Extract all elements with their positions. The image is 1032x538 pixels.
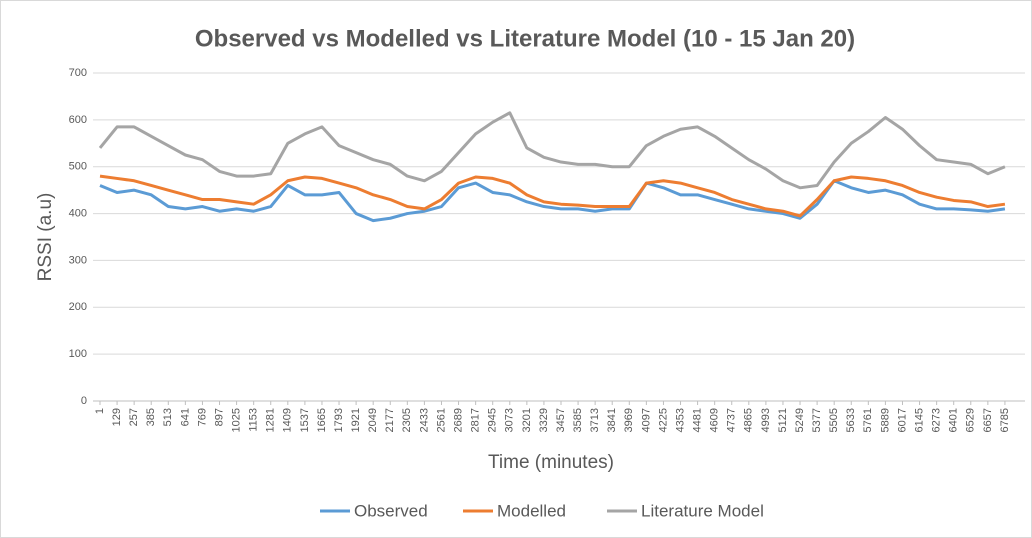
x-tick-label: 513 [162, 408, 174, 426]
x-tick-label: 4609 [709, 408, 721, 432]
x-tick-label: 6145 [913, 408, 925, 432]
x-tick-label: 5761 [862, 408, 874, 432]
x-tick-label: 6273 [931, 408, 943, 432]
x-tick-label: 4865 [743, 408, 755, 432]
x-tick-label: 5633 [845, 408, 857, 432]
x-tick-label: 6401 [948, 408, 960, 432]
x-tick-label: 5889 [879, 408, 891, 432]
y-tick-label: 500 [69, 161, 87, 173]
x-tick-label: 3073 [504, 408, 516, 432]
y-tick-label: 400 [69, 207, 87, 219]
x-tick-label: 2433 [418, 408, 430, 432]
x-tick-label: 2689 [452, 408, 464, 432]
x-tick-label: 769 [196, 408, 208, 426]
x-tick-label: 2561 [435, 408, 447, 432]
x-tick-label: 4353 [674, 408, 686, 432]
x-tick-label: 4481 [691, 408, 703, 432]
x-axis-label: Time (minutes) [488, 452, 614, 473]
x-tick-label: 1921 [350, 408, 362, 432]
series-line [99, 179, 1006, 223]
x-tick-label: 129 [111, 408, 123, 426]
x-tick-label: 3457 [555, 408, 567, 432]
x-tick-label: 897 [213, 408, 225, 426]
y-tick-label: 700 [69, 67, 87, 79]
x-tick-label: 385 [145, 408, 157, 426]
x-tick-label: 3201 [521, 408, 533, 432]
x-tick-label: 1409 [282, 408, 294, 432]
x-tick-label: 257 [128, 408, 140, 426]
x-tick-label: 6785 [999, 408, 1011, 432]
x-tick-label: 1153 [248, 408, 260, 432]
x-tick-label: 3969 [623, 408, 635, 432]
legend-label: Observed [354, 501, 428, 520]
chart-title: Observed vs Modelled vs Literature Model… [195, 25, 855, 52]
x-tick-label: 5377 [811, 408, 823, 432]
x-tick-label: 6529 [965, 408, 977, 432]
x-tick-label: 2177 [384, 408, 396, 432]
x-tick-label: 1665 [316, 408, 328, 432]
x-tick-label: 3713 [589, 408, 601, 432]
y-tick-label: 200 [69, 301, 87, 313]
x-tick-label: 5249 [794, 408, 806, 432]
x-tick-label: 1281 [265, 408, 277, 432]
x-tick-label: 3841 [606, 408, 618, 432]
x-tick-label: 3329 [538, 408, 550, 432]
x-tick-label: 4993 [760, 408, 772, 432]
series-line [99, 174, 1006, 218]
x-tick-label: 1025 [230, 408, 242, 432]
x-tick-label: 5505 [828, 408, 840, 432]
y-tick-label: 300 [69, 254, 87, 266]
y-axis-label: RSSI (a.u) [35, 193, 56, 282]
x-tick-label: 1793 [333, 408, 345, 432]
x-tick-label: 4225 [657, 408, 669, 432]
x-tick-label: 6657 [982, 408, 994, 432]
x-tick-label: 4097 [640, 408, 652, 432]
legend-label: Modelled [497, 501, 566, 520]
legend-label: Literature Model [641, 501, 764, 520]
x-tick-label: 4737 [726, 408, 738, 432]
x-tick-label: 6017 [896, 408, 908, 432]
x-tick-label: 2817 [470, 408, 482, 432]
x-tick-label: 3585 [572, 408, 584, 432]
y-tick-label: 100 [69, 348, 87, 360]
y-tick-label: 0 [81, 395, 87, 407]
x-tick-label: 1 [94, 408, 106, 414]
y-tick-label: 600 [69, 114, 87, 126]
x-tick-label: 2049 [367, 408, 379, 432]
x-tick-label: 2945 [487, 408, 499, 432]
x-tick-label: 2305 [401, 408, 413, 432]
x-tick-label: 641 [179, 408, 191, 426]
series-line [98, 111, 1006, 190]
x-tick-label: 5121 [777, 408, 789, 432]
x-tick-label: 1537 [299, 408, 311, 432]
